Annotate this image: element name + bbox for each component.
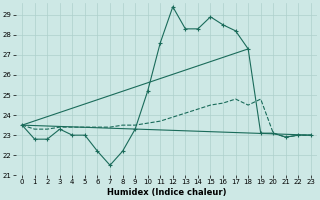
X-axis label: Humidex (Indice chaleur): Humidex (Indice chaleur) (107, 188, 226, 197)
